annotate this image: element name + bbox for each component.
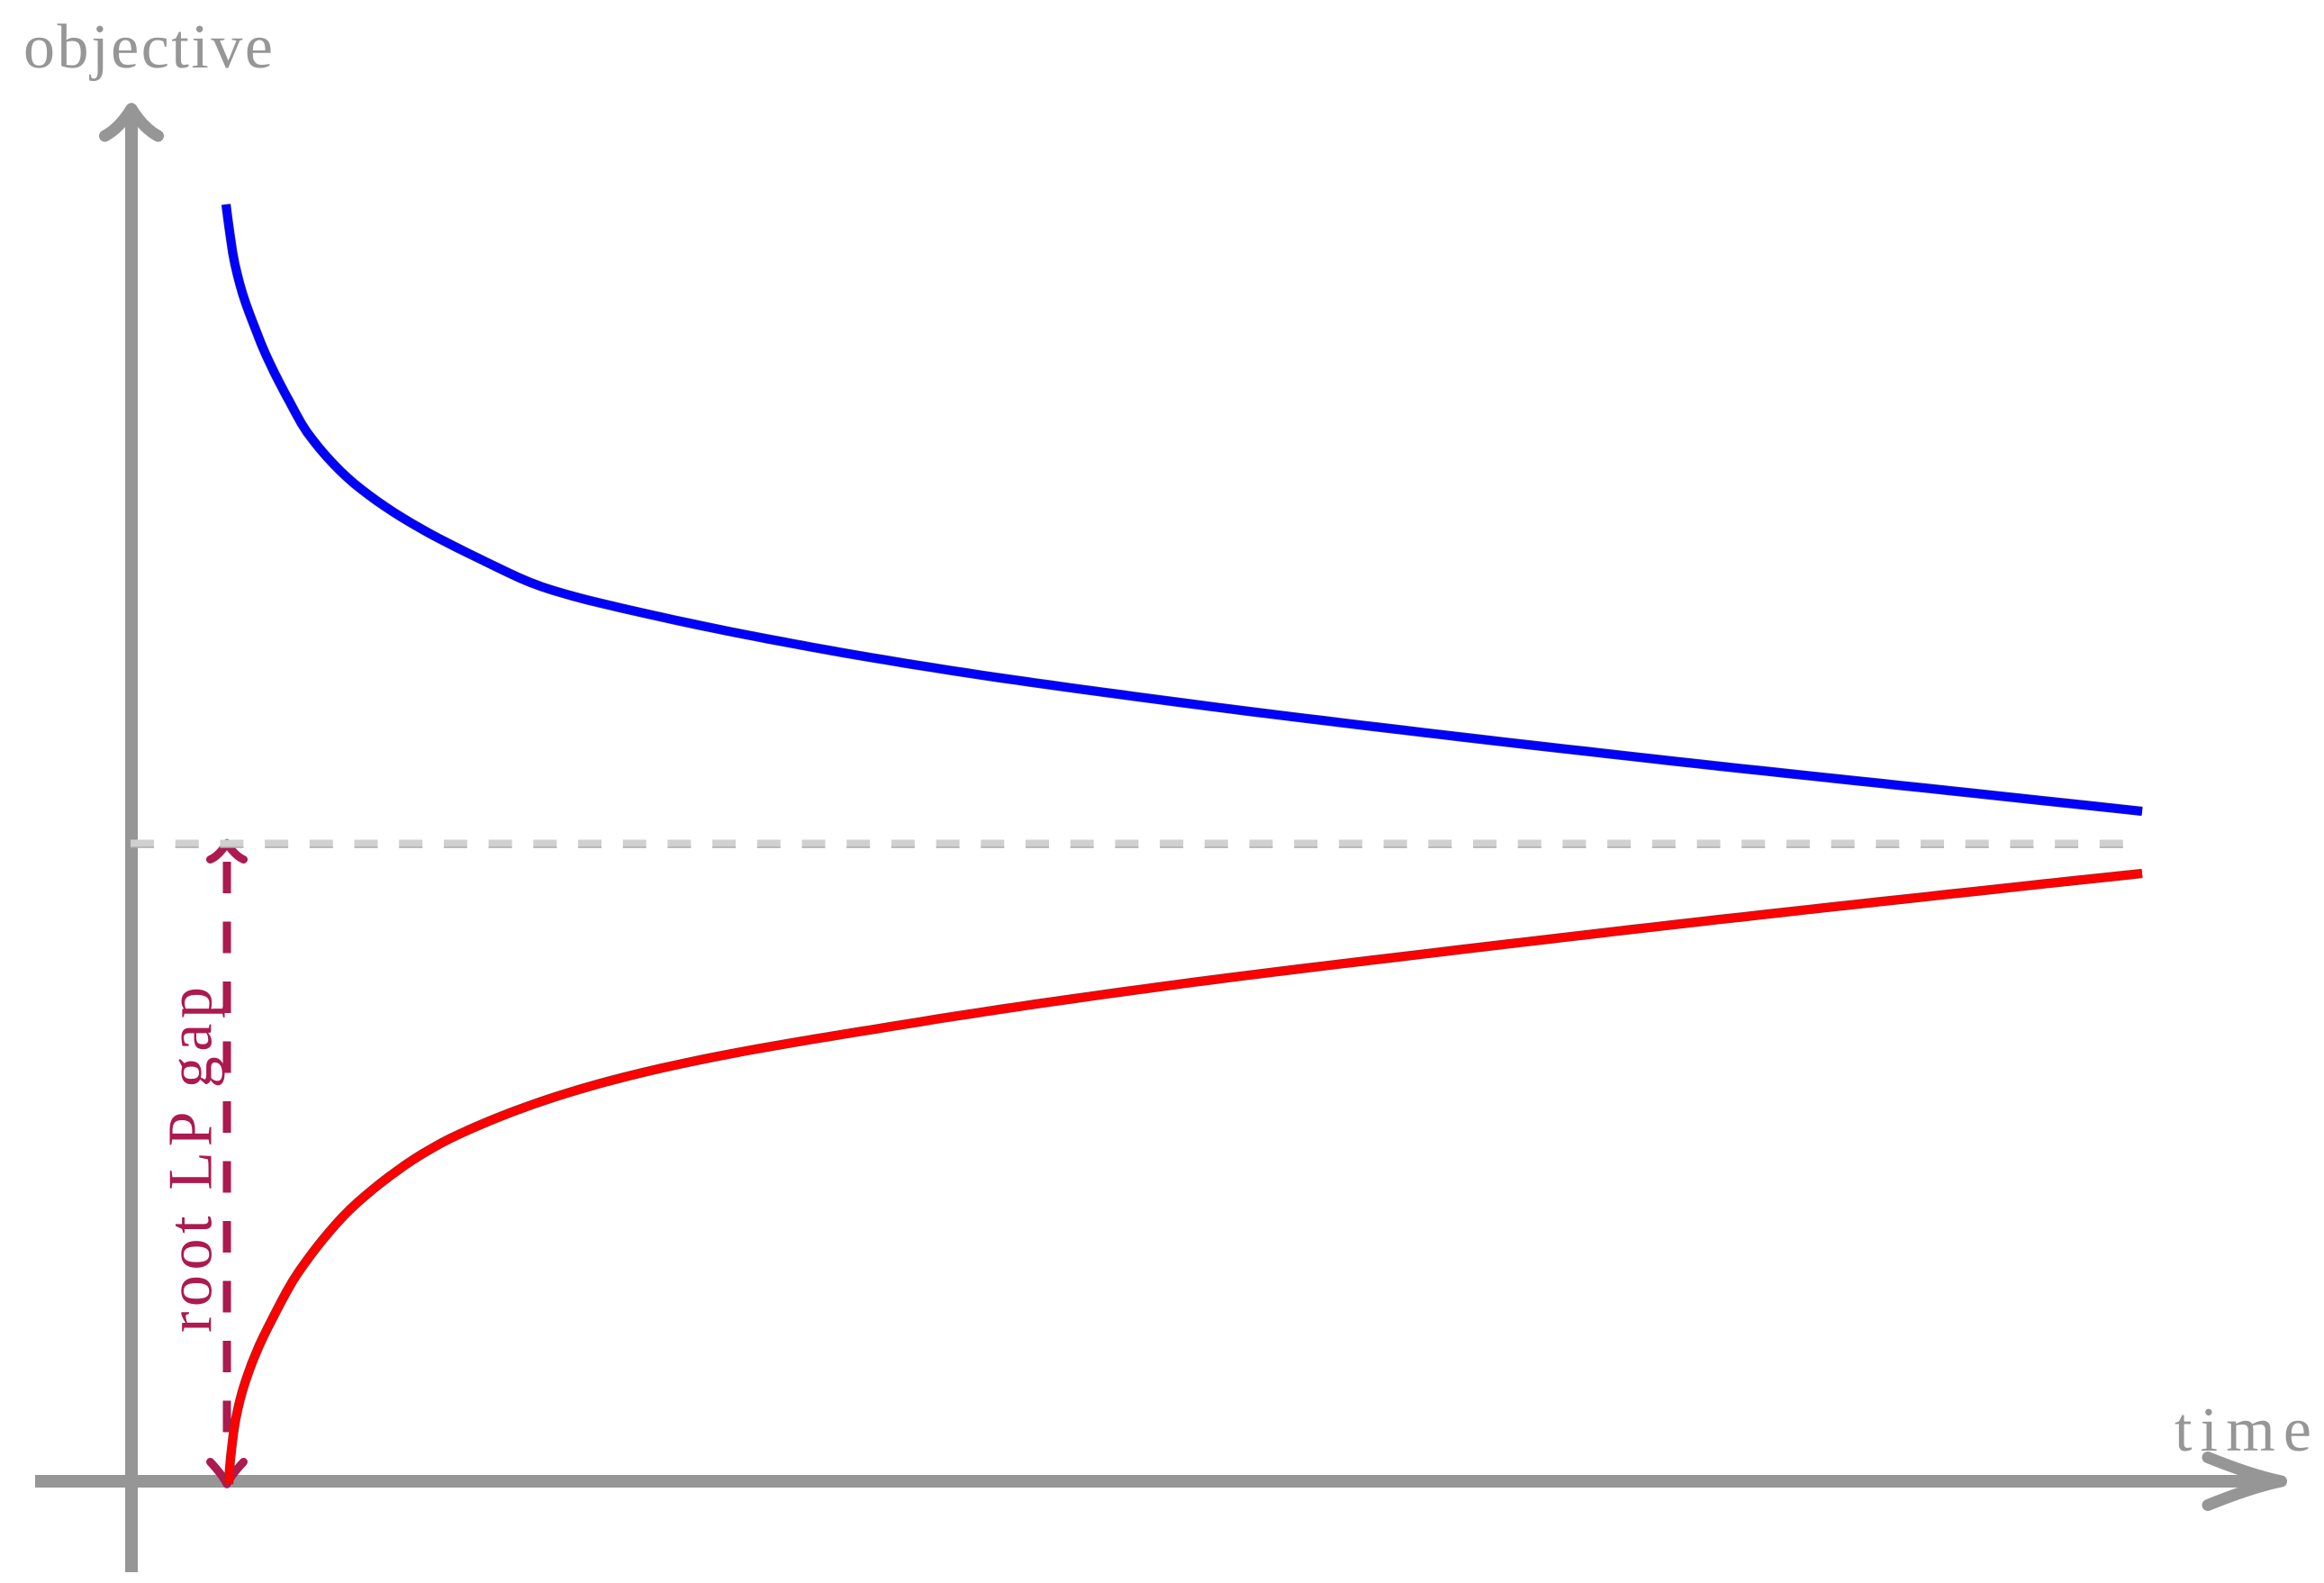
svg-text:root LP gap: root LP gap bbox=[157, 987, 226, 1333]
svg-text:objective: objective bbox=[23, 13, 273, 82]
